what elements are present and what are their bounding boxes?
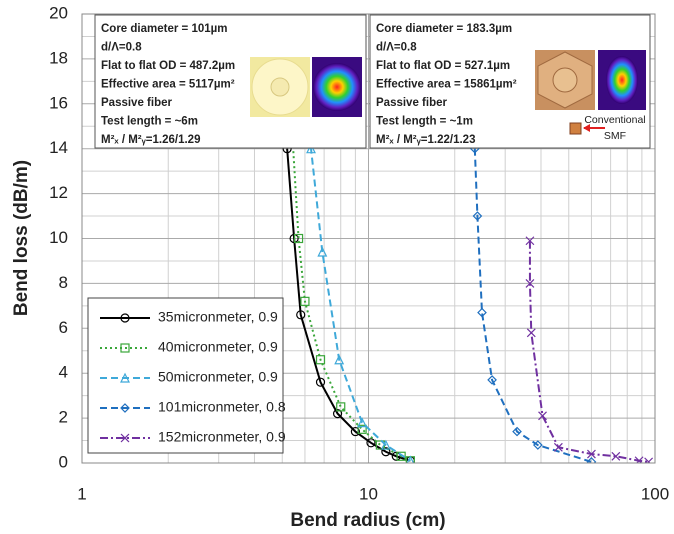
marker xyxy=(381,447,391,457)
marker xyxy=(120,433,130,443)
arrowhead xyxy=(583,124,590,132)
y-tick-label: 2 xyxy=(59,408,68,427)
y-tick-label: 4 xyxy=(59,363,68,382)
marker xyxy=(587,449,596,459)
annotation-text: Test length = ~6m xyxy=(101,116,198,128)
marker xyxy=(306,143,316,154)
legend-label: 35micronmeter, 0.9 xyxy=(158,309,278,325)
marker xyxy=(472,211,483,221)
marker xyxy=(525,278,535,288)
marker xyxy=(477,307,487,318)
marker xyxy=(293,233,304,244)
annotation-text: Conventional xyxy=(584,114,645,126)
annotation-text: SMF xyxy=(604,130,626,142)
fiber-image xyxy=(535,50,646,135)
annotation-text: Effective area = 5117µm² xyxy=(101,79,235,91)
marker xyxy=(296,310,306,320)
marker xyxy=(634,456,644,463)
core xyxy=(270,77,290,97)
series-line xyxy=(473,148,592,463)
y-axis-label: Bend loss (dB/m) xyxy=(11,160,32,316)
annotation-text: M²ₓ / M²ᵧ=1.26/1.29 xyxy=(101,134,200,146)
marker xyxy=(538,411,547,421)
series-line xyxy=(290,126,411,462)
series-line xyxy=(286,148,411,462)
y-tick-label: 16 xyxy=(49,93,68,112)
annotation-text: Flat to flat OD = 487.2µm xyxy=(101,60,235,72)
legend-label: 40micronmeter, 0.9 xyxy=(158,339,278,355)
marker xyxy=(357,424,367,434)
annotation-text: Test length = ~1m xyxy=(376,116,473,128)
legend-label: 50micronmeter, 0.9 xyxy=(158,369,278,385)
marker xyxy=(120,343,130,353)
x-tick-label: 10 xyxy=(359,484,378,503)
plot-frame xyxy=(81,13,656,464)
series-line xyxy=(528,240,649,463)
y-tick-label: 8 xyxy=(59,273,68,292)
marker xyxy=(487,375,497,385)
y-tick-label: 12 xyxy=(49,183,68,202)
marker xyxy=(315,377,326,387)
y-tick-label: 0 xyxy=(59,452,68,471)
y-tick-label: 10 xyxy=(49,228,68,247)
marker xyxy=(332,409,343,419)
annotation-text: Core diameter = 101µm xyxy=(101,23,227,35)
core xyxy=(552,67,578,93)
annotation-text: Effective area = 15861µm² xyxy=(376,79,517,91)
legend-label: 101micronmeter, 0.8 xyxy=(158,399,286,415)
marker xyxy=(120,372,130,383)
marker xyxy=(120,403,130,413)
mode-image xyxy=(313,63,361,111)
legend-label: 152micronmeter, 0.9 xyxy=(158,429,286,445)
annotation-text: Passive fiber xyxy=(101,97,172,109)
annotation-text: d/Λ=0.8 xyxy=(101,42,142,54)
marker xyxy=(315,355,326,365)
marker xyxy=(406,455,415,463)
annotation-text: d/Λ=0.8 xyxy=(376,42,417,54)
marker xyxy=(512,426,522,437)
annotation-text: Passive fiber xyxy=(376,97,447,109)
marker xyxy=(120,313,130,323)
marker xyxy=(336,402,346,412)
y-tick-label: 18 xyxy=(49,48,68,67)
legend-box xyxy=(87,297,284,454)
marker xyxy=(380,439,391,450)
x-tick-label: 100 xyxy=(641,484,669,503)
marker xyxy=(644,457,654,463)
marker xyxy=(300,296,310,306)
marker xyxy=(357,417,368,428)
mode-image xyxy=(606,56,638,104)
marker xyxy=(532,440,543,450)
annotation-text: Flat to flat OD = 527.1µm xyxy=(376,60,510,72)
annotation-text: M²ₓ / M²ᵧ=1.22/1.23 xyxy=(376,134,475,146)
x-axis-label: Bend radius (cm) xyxy=(290,510,445,531)
marker xyxy=(526,328,536,338)
fiber-image xyxy=(250,57,362,117)
marker xyxy=(317,246,328,257)
smf-image xyxy=(569,122,582,135)
marker xyxy=(611,451,621,461)
annotation-text: Core diameter = 183.3µm xyxy=(376,23,512,35)
y-tick-label: 14 xyxy=(49,138,68,157)
marker xyxy=(553,442,563,452)
y-tick-label: 20 xyxy=(49,3,68,22)
marker xyxy=(525,236,535,246)
marker xyxy=(350,426,360,437)
marker xyxy=(586,457,597,463)
marker xyxy=(334,354,345,365)
x-tick-label: 1 xyxy=(77,484,86,503)
marker xyxy=(366,438,376,448)
series-line xyxy=(303,58,411,462)
y-tick-label: 6 xyxy=(59,318,68,337)
